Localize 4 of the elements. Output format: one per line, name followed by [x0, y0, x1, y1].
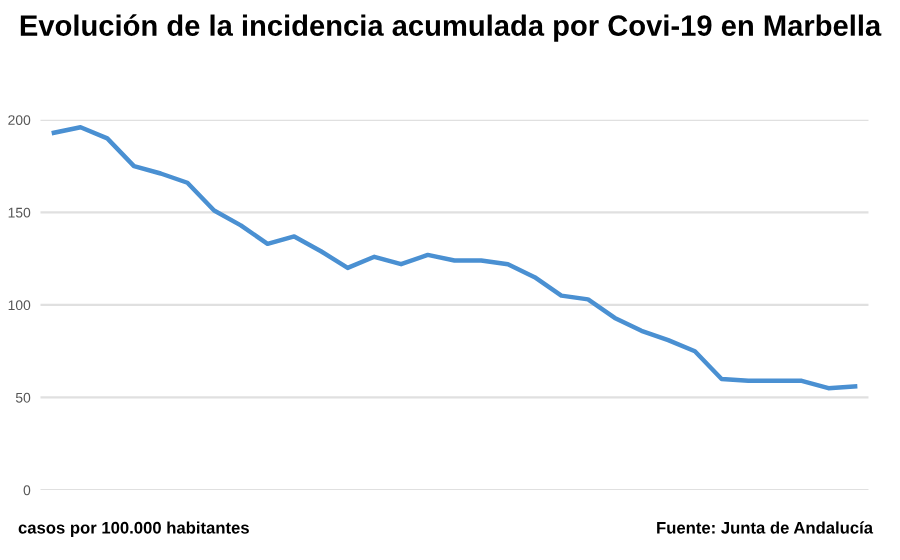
source-note: Fuente: Junta de Andalucía [657, 521, 874, 534]
chart-title: Evolución de la incidencia acumulada por Covi-19 en Marbella [20, 14, 882, 42]
text: casos por 100.000 habitantes [18, 521, 249, 537]
line-series [51, 125, 858, 391]
